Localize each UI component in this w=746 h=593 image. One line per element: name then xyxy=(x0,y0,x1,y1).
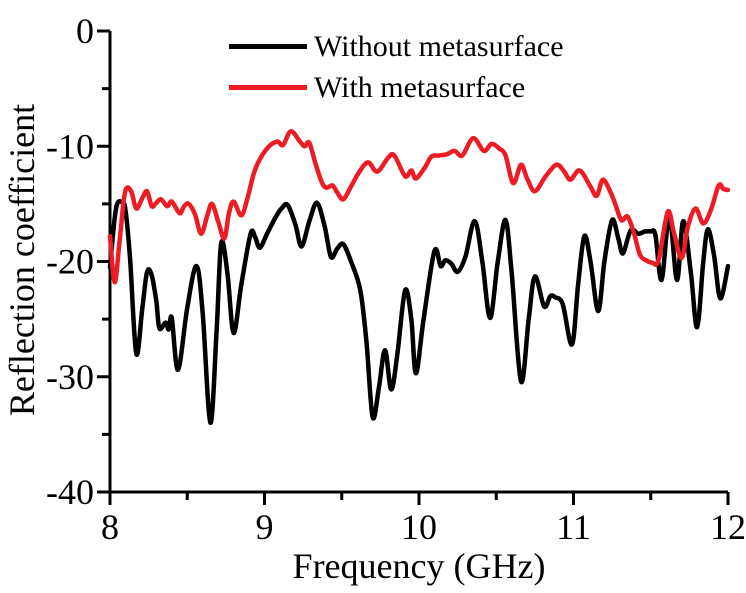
y-tick-label: -40 xyxy=(46,472,94,512)
x-tick-label: 10 xyxy=(401,507,437,547)
legend-line-swatch-red xyxy=(229,85,307,90)
x-tick-label: 11 xyxy=(556,507,591,547)
legend-item-without-metasurface: Without metasurface xyxy=(229,26,564,67)
x-tick-label: 9 xyxy=(256,507,274,547)
x-tick-label: 12 xyxy=(710,507,746,547)
y-tick-label: -20 xyxy=(46,242,94,282)
series-line-with-metasurface xyxy=(107,129,731,285)
legend: Without metasurface With metasurface xyxy=(229,26,564,108)
legend-label-with-metasurface: With metasurface xyxy=(314,70,526,104)
legend-item-with-metasurface: With metasurface xyxy=(229,67,564,108)
y-tick-label: -30 xyxy=(46,357,94,397)
legend-line-swatch-black xyxy=(229,44,307,49)
legend-label-without-metasurface: Without metasurface xyxy=(314,29,564,63)
series-line-without-metasurface xyxy=(107,198,731,426)
x-tick-label: 8 xyxy=(101,507,119,547)
y-tick-label: -10 xyxy=(46,126,94,166)
x-axis-title: Frequency (GHz) xyxy=(292,546,546,586)
y-tick-label: 0 xyxy=(76,11,94,51)
x-axis-ticks: 8 9 10 11 12 xyxy=(101,492,746,547)
y-axis-ticks: 0 -10 -20 -30 -40 xyxy=(46,11,110,512)
y-axis-title: Reflection coefficient xyxy=(2,103,42,417)
